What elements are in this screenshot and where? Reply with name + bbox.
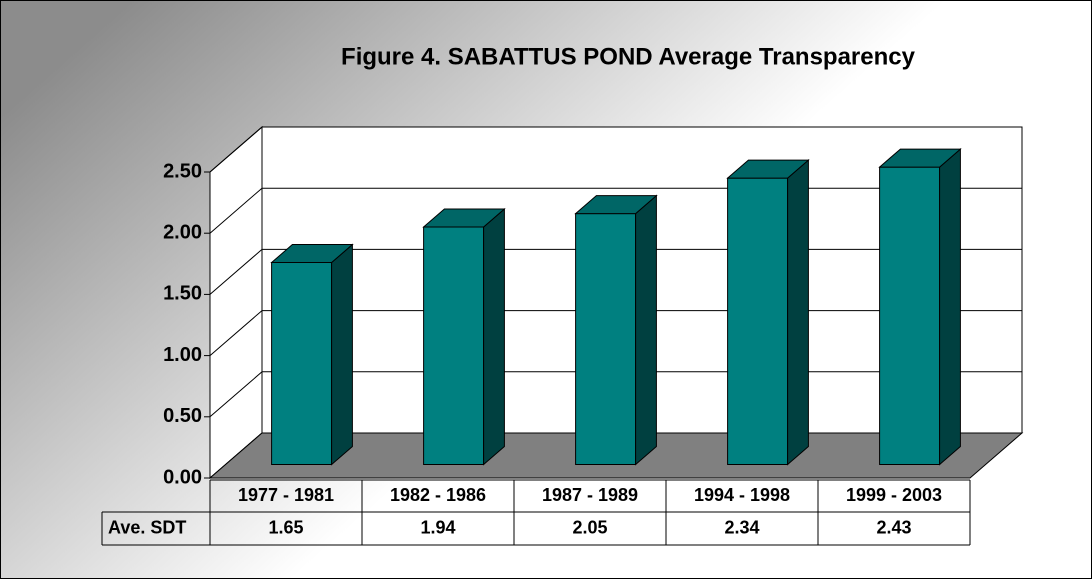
bar [422, 207, 506, 466]
y-tick-label: 0.50 [163, 405, 202, 427]
bar-front [879, 166, 941, 465]
y-tick-label: 2.00 [163, 221, 202, 243]
side-wall [209, 125, 263, 480]
bar-front [423, 226, 485, 465]
x-tick-label: 1999 - 2003 [846, 485, 942, 505]
y-tick-label: 2.50 [163, 160, 202, 182]
table-value: 2.34 [724, 517, 759, 537]
bar [726, 158, 810, 466]
bar-top [726, 159, 810, 179]
bar-top [422, 208, 506, 228]
table-value: 2.05 [572, 517, 607, 537]
y-tick-label: 0.00 [163, 466, 202, 488]
legend-label: Ave. SDT [108, 517, 186, 537]
bar-front [575, 213, 637, 465]
bar [574, 194, 658, 466]
table-grid [101, 479, 971, 546]
bar-side [635, 194, 657, 466]
bar-side [787, 158, 809, 466]
x-tick-label: 1977 - 1981 [238, 485, 334, 505]
chart-title: Figure 4. SABATTUS POND Average Transpar… [341, 43, 916, 70]
x-tick-label: 1994 - 1998 [694, 485, 790, 505]
bar-side [331, 243, 353, 466]
x-tick-label: 1987 - 1989 [542, 485, 638, 505]
x-tick-label: 1982 - 1986 [390, 485, 486, 505]
bar-front [727, 177, 789, 465]
bar-top [270, 244, 354, 264]
bar-side [939, 147, 961, 466]
grid-line [209, 126, 1022, 173]
table-value: 1.65 [268, 517, 303, 537]
table-value: 2.43 [876, 517, 911, 537]
bar-top [574, 195, 658, 215]
bar [270, 243, 354, 466]
bar [878, 147, 962, 466]
bar-side [483, 207, 505, 466]
bar-top [878, 148, 962, 168]
table-value: 1.94 [420, 517, 455, 537]
y-tick-label: 1.00 [163, 344, 202, 366]
y-tick-label: 1.50 [163, 283, 202, 305]
bar-front [271, 262, 333, 465]
